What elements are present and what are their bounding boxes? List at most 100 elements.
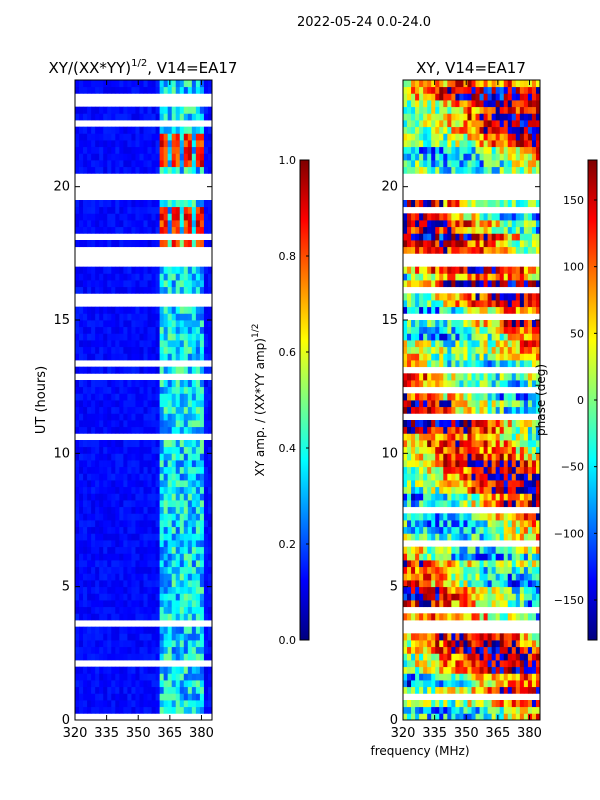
heatmap-cell bbox=[459, 526, 464, 534]
heatmap-cell bbox=[415, 340, 420, 348]
heatmap-cell bbox=[451, 346, 456, 354]
heatmap-cell bbox=[115, 520, 120, 528]
heatmap-cell bbox=[155, 326, 161, 334]
heatmap-cell bbox=[103, 646, 108, 654]
heatmap-cell bbox=[191, 453, 197, 461]
heatmap-cell bbox=[199, 426, 205, 434]
heatmap-cell bbox=[147, 546, 152, 554]
heatmap-cell bbox=[443, 353, 448, 361]
heatmap-cell bbox=[111, 320, 116, 328]
heatmap-cell bbox=[207, 213, 212, 221]
heatmap-cell bbox=[139, 200, 144, 208]
heatmap-cell bbox=[443, 460, 448, 468]
heatmap-cell bbox=[431, 353, 436, 361]
heatmap-cell bbox=[403, 460, 408, 468]
heatmap-cell bbox=[527, 500, 533, 508]
heatmap-cell bbox=[491, 306, 497, 314]
heatmap-cell bbox=[159, 646, 165, 654]
heatmap-cell bbox=[123, 320, 128, 328]
heatmap-cell bbox=[119, 366, 124, 374]
heatmap-cell bbox=[487, 266, 493, 274]
heatmap-cell bbox=[503, 480, 509, 488]
heatmap-cell bbox=[523, 600, 529, 608]
heatmap-cell bbox=[187, 306, 193, 314]
heatmap-cell bbox=[499, 273, 505, 281]
heatmap-cell bbox=[475, 613, 480, 621]
heatmap-cell bbox=[203, 453, 209, 461]
heatmap-cell bbox=[419, 526, 424, 534]
heatmap-cell bbox=[479, 166, 484, 174]
heatmap-cell bbox=[531, 633, 537, 641]
heatmap-cell bbox=[135, 613, 140, 621]
heatmap-cell bbox=[167, 320, 173, 328]
heatmap-cell bbox=[431, 440, 436, 448]
heatmap-cell bbox=[75, 220, 80, 228]
heatmap-cell bbox=[107, 106, 112, 114]
heatmap-cell bbox=[207, 673, 212, 681]
heatmap-cell bbox=[487, 600, 493, 608]
heatmap-cell bbox=[411, 633, 416, 641]
heatmap-cell bbox=[99, 566, 104, 574]
heatmap-cell bbox=[479, 220, 484, 228]
heatmap-cell bbox=[495, 333, 501, 341]
heatmap-cell bbox=[479, 480, 484, 488]
heatmap-cell bbox=[487, 340, 493, 348]
heatmap-cell bbox=[423, 600, 428, 608]
heatmap-cell bbox=[495, 513, 501, 521]
heatmap-cell bbox=[443, 573, 448, 581]
heatmap-cell bbox=[199, 153, 205, 161]
heatmap-cell bbox=[175, 400, 181, 408]
heatmap-cell bbox=[459, 660, 464, 668]
heatmap-cell bbox=[95, 280, 100, 288]
heatmap-cell bbox=[503, 680, 509, 688]
heatmap-cell bbox=[119, 686, 124, 694]
heatmap-cell bbox=[203, 353, 209, 361]
heatmap-cell bbox=[439, 580, 444, 588]
heatmap-cell bbox=[427, 706, 432, 714]
heatmap-cell bbox=[403, 706, 408, 714]
heatmap-cell bbox=[99, 686, 104, 694]
heatmap-cell bbox=[163, 206, 169, 214]
heatmap-cell bbox=[439, 566, 444, 574]
heatmap-cell bbox=[111, 533, 116, 541]
heatmap-cell bbox=[479, 200, 484, 208]
heatmap-cell bbox=[127, 333, 132, 341]
heatmap-cell bbox=[191, 566, 197, 574]
heatmap-cell bbox=[495, 466, 501, 474]
heatmap-cell bbox=[103, 560, 108, 568]
heatmap-cell bbox=[411, 700, 416, 708]
heatmap-cell bbox=[427, 480, 432, 488]
heatmap-cell bbox=[131, 306, 136, 314]
heatmap-cell bbox=[519, 406, 525, 414]
heatmap-cell bbox=[499, 380, 505, 388]
heatmap-cell bbox=[403, 580, 408, 588]
heatmap-cell bbox=[519, 640, 525, 648]
heatmap-cell bbox=[79, 420, 84, 428]
heatmap-cell bbox=[495, 326, 501, 334]
heatmap-cell bbox=[439, 680, 444, 688]
heatmap-cell bbox=[107, 406, 112, 414]
heatmap-cell bbox=[431, 300, 436, 308]
heatmap-cell bbox=[407, 233, 412, 241]
heatmap-cell bbox=[123, 146, 128, 154]
heatmap-cell bbox=[115, 420, 120, 428]
heatmap-cell bbox=[479, 393, 484, 401]
heatmap-cell bbox=[115, 673, 120, 681]
heatmap-cell bbox=[531, 353, 537, 361]
heatmap-cell bbox=[515, 520, 521, 528]
heatmap-cell bbox=[159, 593, 165, 601]
heatmap-cell bbox=[163, 420, 169, 428]
heatmap-cell bbox=[459, 340, 464, 348]
heatmap-cell bbox=[139, 420, 144, 428]
heatmap-cell bbox=[179, 353, 185, 361]
heatmap-cell bbox=[179, 586, 185, 594]
heatmap-cell bbox=[83, 706, 88, 714]
heatmap-cell bbox=[111, 673, 116, 681]
heatmap-cell bbox=[455, 486, 460, 494]
heatmap-cell bbox=[407, 220, 412, 228]
heatmap-cell bbox=[107, 366, 112, 374]
heatmap-cell bbox=[471, 346, 476, 354]
heatmap-cell bbox=[119, 420, 124, 428]
heatmap-cell bbox=[515, 460, 521, 468]
heatmap-cell bbox=[111, 626, 116, 634]
